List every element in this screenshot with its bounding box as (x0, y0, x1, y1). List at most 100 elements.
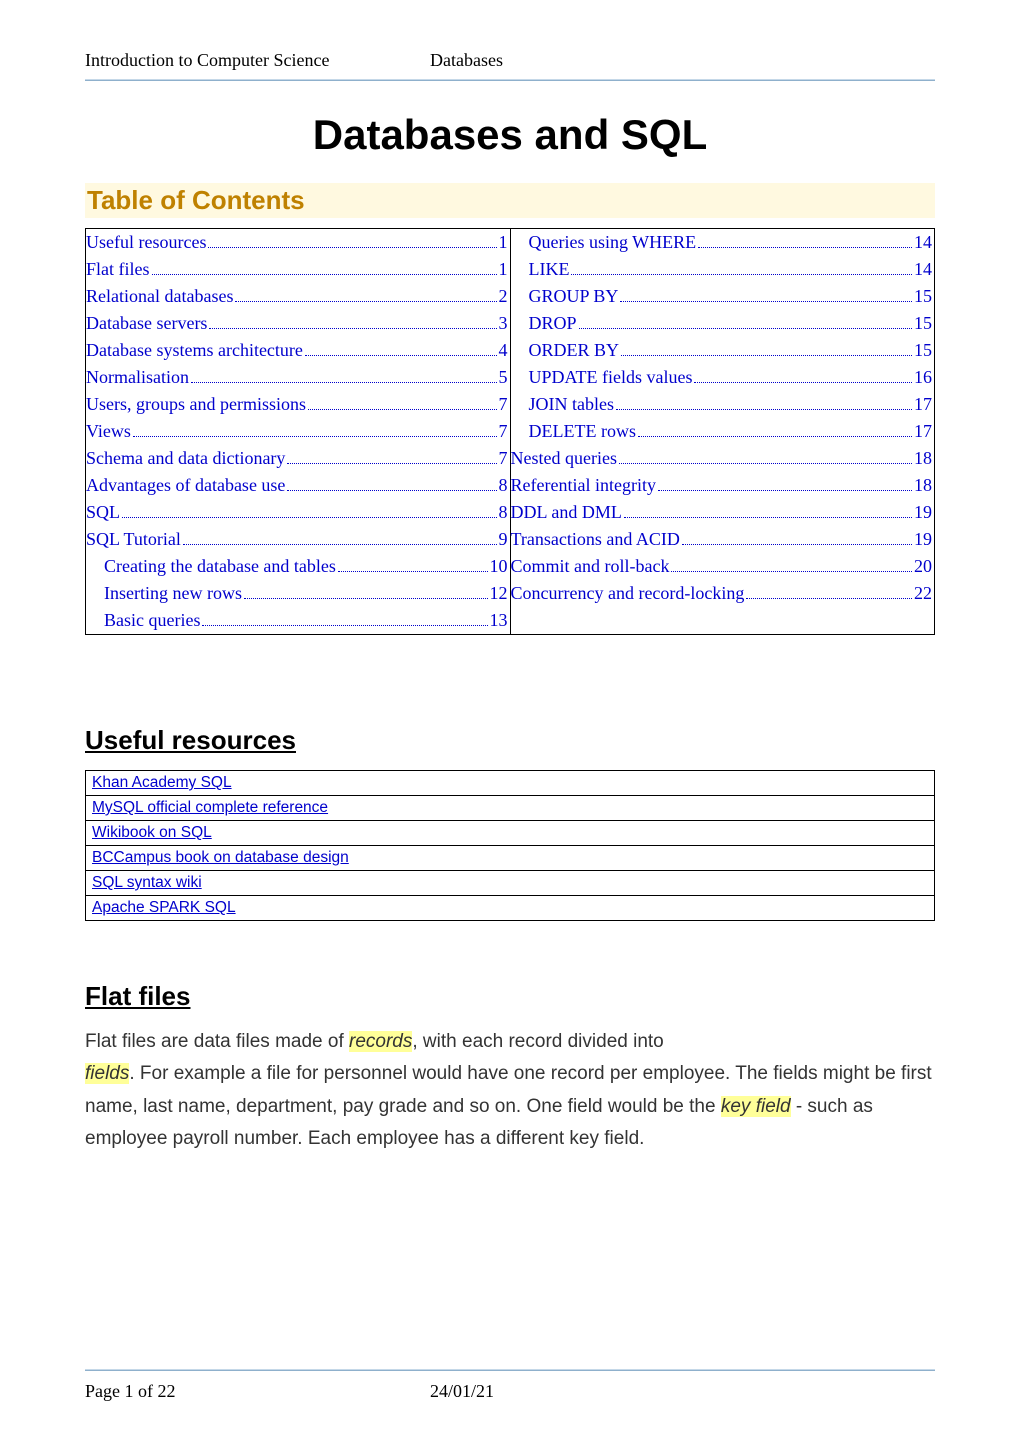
toc-label: Database servers (86, 310, 207, 337)
toc-leader-dots (619, 463, 912, 464)
toc-page-number: 17 (914, 418, 934, 445)
resource-link[interactable]: BCCampus book on database design (86, 846, 935, 871)
toc-entry[interactable]: Creating the database and tables10 (86, 553, 510, 580)
toc-label: Database systems architecture (86, 337, 303, 364)
toc-leader-dots (338, 571, 488, 572)
toc-heading: Table of Contents (85, 183, 935, 218)
table-row: BCCampus book on database design (86, 846, 935, 871)
toc-entry[interactable]: Nested queries18 (511, 445, 935, 472)
page-title: Databases and SQL (85, 111, 935, 159)
toc-page-number: 4 (499, 337, 510, 364)
toc-entry[interactable]: LIKE14 (511, 256, 935, 283)
page-header: Introduction to Computer Science Databas… (85, 50, 935, 71)
toc-entry[interactable]: UPDATE fields values16 (511, 364, 935, 391)
toc-entry[interactable]: Normalisation5 (86, 364, 510, 391)
toc-leader-dots (209, 328, 496, 329)
footer-divider (85, 1369, 935, 1371)
toc-page-number: 16 (914, 364, 934, 391)
toc-entry[interactable]: ORDER BY 15 (511, 337, 935, 364)
toc-leader-dots (183, 544, 497, 545)
toc-entry[interactable]: Transactions and ACID19 (511, 526, 935, 553)
toc-label: SQL Tutorial (86, 526, 181, 553)
toc-label: Basic queries (104, 607, 200, 634)
resource-link[interactable]: MySQL official complete reference (86, 796, 935, 821)
header-course: Introduction to Computer Science (85, 50, 430, 71)
toc-leader-dots (287, 463, 496, 464)
toc-page-number: 7 (499, 418, 510, 445)
toc-label: Nested queries (511, 445, 617, 472)
resource-link[interactable]: Apache SPARK SQL (86, 896, 935, 921)
toc-entry[interactable]: Concurrency and record-locking 22 (511, 580, 935, 607)
page-footer: Page 1 of 22 24/01/21 (85, 1369, 935, 1402)
resource-link[interactable]: SQL syntax wiki (86, 871, 935, 896)
toc-right-cell: Queries using WHERE14LIKE14GROUP BY15DRO… (510, 229, 935, 635)
toc-leader-dots (571, 274, 912, 275)
toc-label: Views (86, 418, 131, 445)
toc-label: Commit and roll-back (511, 553, 670, 580)
toc-entry[interactable]: Queries using WHERE14 (511, 229, 935, 256)
toc-entry[interactable]: Referential integrity 18 (511, 472, 935, 499)
toc-label: Referential integrity (511, 472, 656, 499)
toc-page-number: 22 (914, 580, 934, 607)
toc-label: Concurrency and record-locking (511, 580, 745, 607)
toc-entry[interactable]: Useful resources 1 (86, 229, 510, 256)
toc-entry[interactable]: Relational databases2 (86, 283, 510, 310)
toc-page-number: 13 (490, 607, 510, 634)
toc-page-number: 5 (499, 364, 510, 391)
toc-entry[interactable]: JOIN tables17 (511, 391, 935, 418)
toc-entry[interactable]: Inserting new rows12 (86, 580, 510, 607)
toc-leader-dots (682, 544, 912, 545)
toc-label: JOIN tables (529, 391, 614, 418)
toc-label: Relational databases (86, 283, 233, 310)
table-row: Apache SPARK SQL (86, 896, 935, 921)
toc-leader-dots (624, 517, 912, 518)
toc-leader-dots (133, 436, 497, 437)
toc-page-number: 3 (499, 310, 510, 337)
toc-entry[interactable]: GROUP BY15 (511, 283, 935, 310)
toc-page-number: 1 (499, 229, 510, 256)
toc-page-number: 1 (499, 256, 510, 283)
toc-leader-dots (658, 490, 912, 491)
toc-left-cell: Useful resources1Flat files1Relational d… (86, 229, 511, 635)
toc-label: Advantages of database use (86, 472, 285, 499)
toc-label: GROUP BY (529, 283, 619, 310)
toc-label: DROP (529, 310, 577, 337)
toc-label: SQL (86, 499, 120, 526)
toc-page-number: 7 (499, 445, 510, 472)
toc-leader-dots (638, 436, 912, 437)
table-row: MySQL official complete reference (86, 796, 935, 821)
resource-link[interactable]: Wikibook on SQL (86, 821, 935, 846)
toc-entry[interactable]: DELETE rows 17 (511, 418, 935, 445)
toc-table: Useful resources1Flat files1Relational d… (85, 228, 935, 635)
toc-leader-dots (208, 247, 496, 248)
toc-label: Flat files (86, 256, 150, 283)
toc-entry[interactable]: SQL 8 (86, 499, 510, 526)
toc-entry[interactable]: Flat files 1 (86, 256, 510, 283)
toc-label: Useful resources (86, 229, 206, 256)
header-topic: Databases (430, 50, 503, 71)
toc-leader-dots (122, 517, 496, 518)
toc-entry[interactable]: Users, groups and permissions7 (86, 391, 510, 418)
toc-entry[interactable]: Advantages of database use8 (86, 472, 510, 499)
table-row: Wikibook on SQL (86, 821, 935, 846)
toc-entry[interactable]: Views 7 (86, 418, 510, 445)
toc-entry[interactable]: Commit and roll-back20 (511, 553, 935, 580)
resource-link[interactable]: Khan Academy SQL (86, 771, 935, 796)
toc-entry[interactable]: Database servers 3 (86, 310, 510, 337)
toc-entry[interactable]: Basic queries 13 (86, 607, 510, 634)
toc-entry[interactable]: Schema and data dictionary 7 (86, 445, 510, 472)
toc-entry[interactable]: SQL Tutorial9 (86, 526, 510, 553)
toc-label: Queries using WHERE (529, 229, 697, 256)
body-text: Flat files are data files made of (85, 1031, 349, 1052)
toc-entry[interactable]: DROP15 (511, 310, 935, 337)
toc-page-number: 18 (914, 472, 934, 499)
toc-entry[interactable]: DDL and DML19 (511, 499, 935, 526)
toc-page-number: 15 (914, 337, 934, 364)
toc-entry[interactable]: Database systems architecture 4 (86, 337, 510, 364)
toc-label: Schema and data dictionary (86, 445, 285, 472)
toc-page-number: 8 (499, 499, 510, 526)
toc-label: ORDER BY (529, 337, 620, 364)
toc-label: DELETE rows (529, 418, 636, 445)
toc-label: Transactions and ACID (511, 526, 680, 553)
toc-leader-dots (152, 274, 497, 275)
